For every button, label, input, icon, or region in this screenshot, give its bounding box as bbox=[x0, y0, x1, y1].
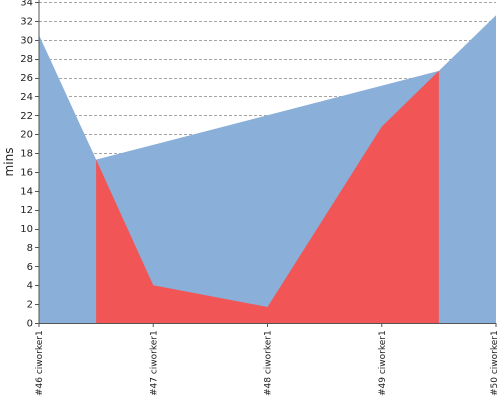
x-tick-label: #46 ciworker1 bbox=[35, 330, 45, 396]
x-tick-label: #49 ciworker1 bbox=[378, 330, 388, 396]
y-tick-label: 6 bbox=[27, 262, 33, 273]
y-tick-label: 20 bbox=[20, 130, 33, 141]
y-tick-label: 18 bbox=[20, 149, 33, 160]
y-tick-label: 28 bbox=[20, 54, 33, 65]
x-tick-labels: #46 ciworker1 #47 ciworker1 #48 ciworker1 #… bbox=[35, 330, 500, 396]
y-tick-label: 0 bbox=[27, 319, 33, 330]
y-tick-label: 4 bbox=[27, 281, 33, 292]
y-tick-label: 16 bbox=[20, 167, 33, 178]
plot-areas bbox=[39, 15, 496, 323]
area-series-1 bbox=[96, 70, 439, 323]
y-tick-label: 30 bbox=[20, 35, 33, 46]
y-tick-label: 22 bbox=[20, 111, 33, 122]
x-tick-label: #50 ciworker1 bbox=[490, 330, 500, 396]
y-tick-label: 8 bbox=[27, 243, 33, 254]
y-tick-label: 34 bbox=[20, 0, 33, 9]
x-tick-label: #48 ciworker1 bbox=[264, 330, 274, 396]
y-tick-label: 24 bbox=[20, 92, 33, 103]
y-tick-label: 10 bbox=[20, 224, 33, 235]
y-tick-label: 2 bbox=[27, 300, 33, 311]
x-tick-label: #47 ciworker1 bbox=[149, 330, 159, 396]
y-tick-label: 12 bbox=[20, 205, 33, 216]
y-tick-label: 14 bbox=[20, 186, 33, 197]
axes bbox=[35, 0, 497, 327]
y-axis-title: mins bbox=[2, 148, 16, 177]
y-tick-label: 26 bbox=[20, 73, 33, 84]
y-tick-label: 32 bbox=[20, 16, 33, 27]
